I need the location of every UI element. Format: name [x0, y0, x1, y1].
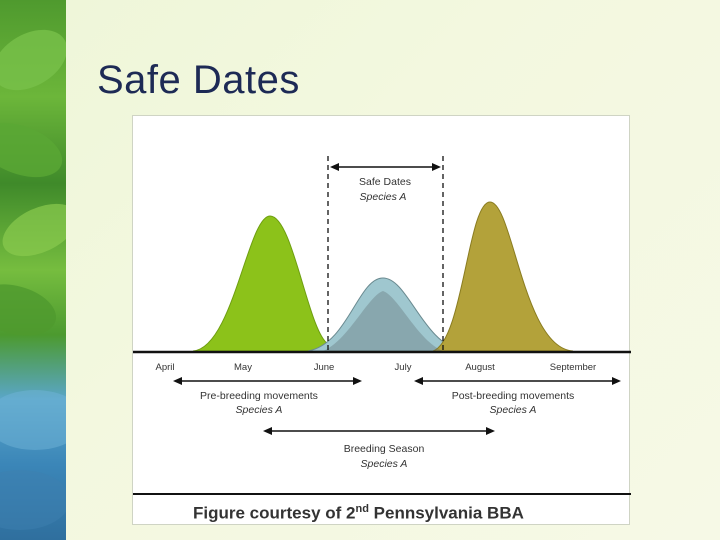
figure-credit: Figure courtesy of 2nd Pennsylvania BBA [193, 503, 524, 524]
pre-breeding-arrowhead-right [353, 377, 362, 385]
pre-breeding-species: Species A [236, 404, 283, 416]
post-breeding-arrowhead-left [414, 377, 423, 385]
safe-dates-label: Safe Dates [359, 176, 411, 188]
month-label-june: June [314, 362, 335, 373]
pre-breeding-curve [192, 215, 340, 352]
pre-breeding-arrowhead-left [173, 377, 182, 385]
month-label-september: September [550, 362, 596, 373]
breeding-season-arrowhead-right [486, 427, 495, 435]
post-breeding-species: Species A [490, 404, 537, 416]
month-label-august: August [465, 362, 495, 373]
safe-dates-arrowhead-right [432, 163, 441, 171]
slide-title: Safe Dates [97, 58, 300, 102]
pre-breeding-label: Pre-breeding movements [200, 390, 318, 402]
credit-suffix: Pennsylvania BBA [368, 503, 524, 523]
safe-dates-figure: Safe Dates Species A April May June July… [132, 115, 631, 525]
post-breeding-arrowhead-right [612, 377, 621, 385]
breeding-season-arrowhead-left [263, 427, 272, 435]
credit-superscript: nd [355, 503, 369, 515]
month-label-april: April [155, 362, 174, 373]
safe-dates-arrowhead-left [330, 163, 339, 171]
breeding-curve-shadow [323, 291, 443, 351]
post-breeding-curve [432, 201, 574, 352]
leaf-decoration [0, 29, 66, 530]
distribution-diagram: Safe Dates Species A April May June July… [133, 156, 631, 495]
safe-dates-species: Species A [360, 191, 407, 203]
credit-prefix: Figure courtesy of 2 [193, 503, 356, 523]
breeding-season-label: Breeding Season [344, 443, 425, 455]
breeding-curve [307, 277, 464, 352]
month-label-july: July [395, 362, 412, 373]
breeding-season-species: Species A [361, 458, 408, 470]
post-breeding-label: Post-breeding movements [452, 390, 575, 402]
leaf-background-strip [0, 0, 66, 540]
month-label-may: May [234, 362, 252, 373]
